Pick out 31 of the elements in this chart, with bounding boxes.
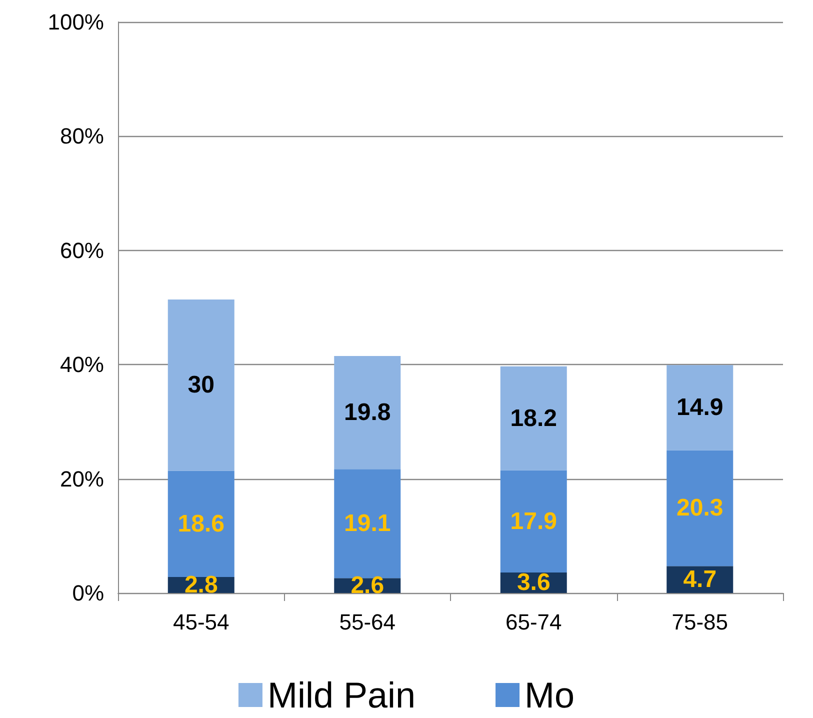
data-label: 30 [188, 372, 214, 399]
bar [168, 470, 234, 578]
data-label: 2.8 [184, 572, 218, 599]
bar [666, 365, 734, 450]
bar [500, 470, 567, 572]
bar [666, 450, 734, 566]
y-tick-label: 60% [60, 238, 104, 263]
y-tick-label: 40% [60, 352, 104, 378]
data-label: 3.6 [516, 569, 550, 596]
data-label: 18.6 [178, 510, 224, 538]
y-tick-label: 20% [60, 466, 104, 492]
data-label: 14.9 [676, 394, 724, 422]
y-tick-label: 80% [60, 124, 104, 149]
data-label: 4.7 [683, 566, 717, 594]
data-label: 2.6 [350, 572, 384, 600]
x-tick-label: 45-54 [172, 610, 230, 634]
x-tick-label: 65-74 [505, 610, 562, 634]
legend-label: Mild Pain [267, 674, 416, 716]
bar [168, 300, 234, 471]
data-label: 17.9 [510, 508, 557, 535]
data-label: 19.1 [344, 510, 391, 538]
y-tick-label: 0% [72, 580, 104, 606]
data-label: 19.8 [344, 399, 391, 426]
x-tick-label: 55-64 [339, 610, 396, 634]
data-label: 18.2 [510, 404, 557, 432]
x-tick-label: 75-85 [672, 610, 728, 634]
data-label: 20.3 [676, 494, 724, 522]
legend-label: Mo [524, 674, 575, 716]
bar [334, 356, 401, 470]
bar [500, 366, 567, 470]
y-tick-label: 100% [48, 10, 104, 34]
